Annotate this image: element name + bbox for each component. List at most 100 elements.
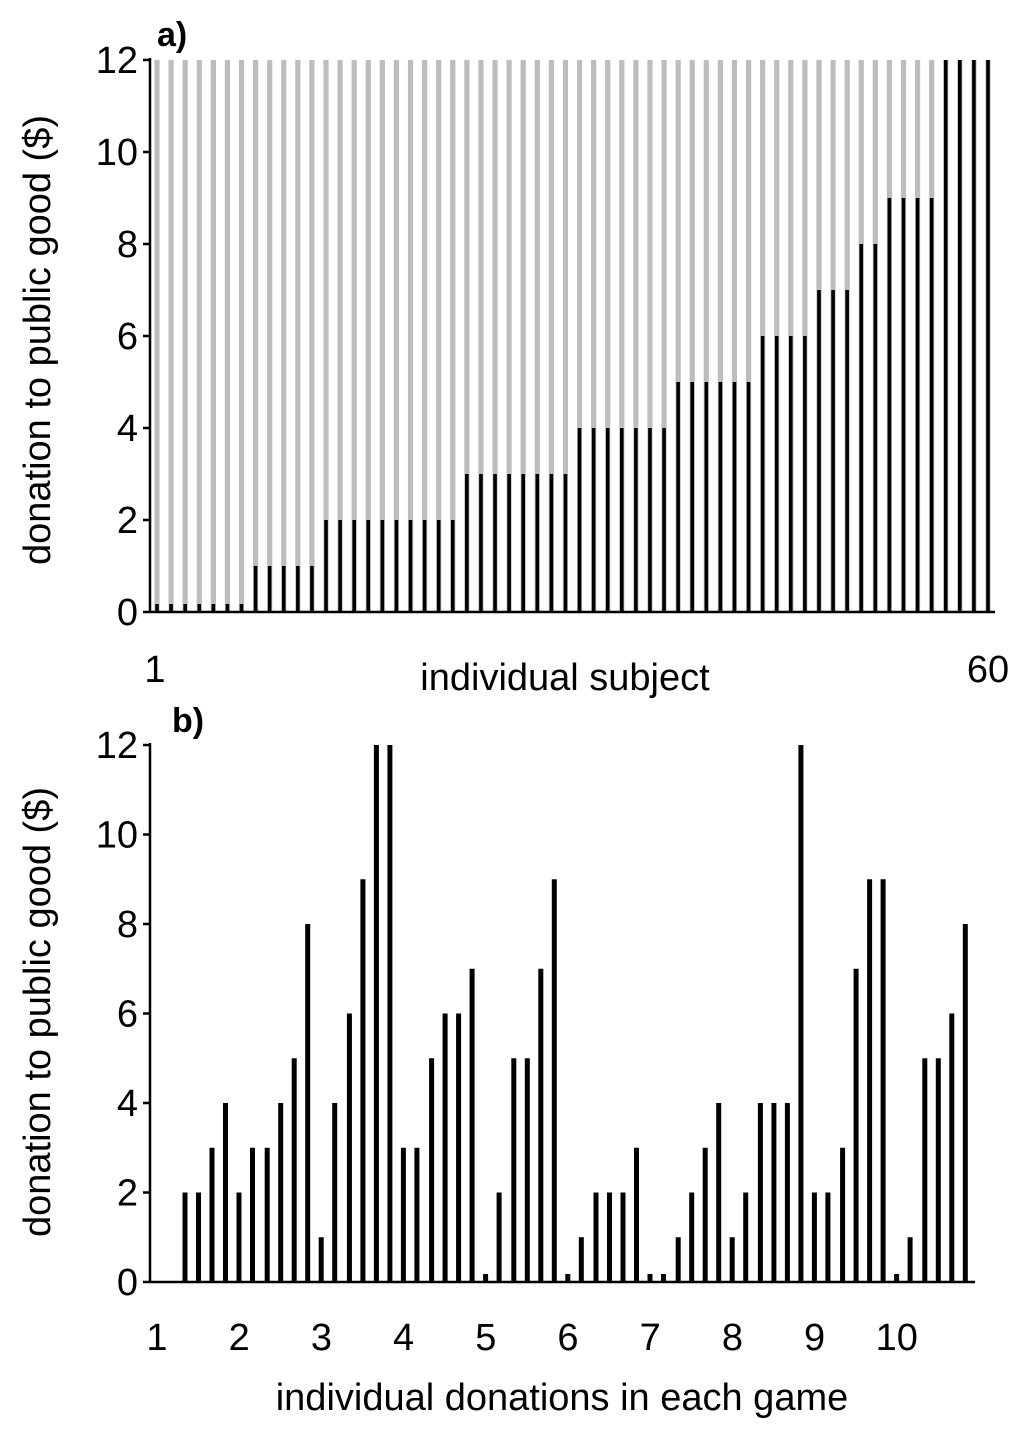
panel-a-donation-bar — [873, 244, 878, 612]
panel-b-bar — [236, 1192, 242, 1282]
panel-a-endowment-bar — [492, 60, 498, 612]
panel-a-donation-bar — [422, 520, 427, 612]
panel-a-y-tick-label: 2 — [117, 500, 138, 542]
panel-b-bar — [620, 1192, 626, 1282]
panel-a-endowment-bar — [548, 60, 554, 612]
panel-b-bar — [291, 1058, 297, 1282]
panel-a-donation-bar — [352, 520, 356, 612]
panel-a-endowment-bar — [196, 60, 202, 612]
panel-b-bar — [511, 1058, 517, 1282]
panel-a-endowment-bar — [520, 60, 526, 612]
panel-b-bar — [305, 924, 311, 1282]
panel-a-endowment-bar — [168, 60, 174, 612]
panel-a-endowment-bar — [605, 60, 611, 612]
panel-b-y-tick-label: 8 — [117, 904, 138, 946]
panel-b-bar — [811, 1192, 817, 1282]
panel-a-donation-bar — [394, 520, 399, 612]
panel-a-donation-bar — [324, 520, 328, 612]
panel-a-endowment-bar — [633, 60, 639, 612]
panel-b-y-tick-label: 10 — [96, 815, 138, 857]
panel-b-bar — [469, 968, 475, 1282]
panel-b-bar — [538, 968, 544, 1282]
panel-a-y-tick-label: 4 — [117, 408, 138, 450]
panel-a-donation-bar — [521, 474, 526, 612]
panel-b-bar — [278, 1103, 284, 1282]
panel-a-endowment-bar — [675, 60, 681, 612]
panel-a-donation-bar — [746, 382, 751, 612]
panel-a-donation-bar — [929, 198, 934, 612]
panel-b-bar — [647, 1274, 653, 1282]
panel-a-donation-bar — [549, 474, 554, 612]
panel-a-endowment-bar — [619, 60, 625, 612]
panel-a-donation-bar — [972, 60, 976, 612]
panel-a-endowment-bar — [576, 60, 583, 612]
panel-a-endowment-bar — [267, 60, 273, 612]
panel-a-endowment-bar — [351, 60, 357, 612]
panel-a-endowment-bar — [309, 60, 315, 612]
panel-a-donation-bar — [380, 520, 385, 612]
panel-a-endowment-bar — [323, 60, 329, 612]
panel-b-bar — [729, 1237, 735, 1282]
panel-a-donation-bar — [803, 336, 807, 612]
panel-a-donation-bar — [408, 520, 413, 612]
panel-b-y-tick-label: 0 — [117, 1262, 138, 1304]
panel-a-donation-bar — [859, 244, 864, 612]
panel-b-bar — [264, 1147, 270, 1282]
panel-a-donation-bar — [887, 198, 892, 612]
panel-a-donation-bar — [296, 566, 300, 612]
panel-b-bar — [743, 1192, 749, 1282]
panel-a-donation-bar — [281, 566, 286, 612]
panel-a-donation-bar — [183, 604, 187, 612]
panel-a-donation-bar — [789, 336, 793, 612]
panel-a-endowment-bar — [591, 60, 597, 612]
panel-b-bar — [442, 1013, 448, 1282]
panel-b-bars — [182, 745, 968, 1282]
panel-b-bar — [182, 1192, 188, 1282]
panel-a-endowment-bar — [562, 60, 569, 612]
panel-a-donation-bar — [901, 198, 906, 612]
panel-b-bar — [332, 1103, 338, 1282]
panel-b-bar — [223, 1103, 228, 1282]
panel-a-donation-bar — [591, 428, 596, 612]
panel-b-bar — [922, 1058, 928, 1282]
panel-b-y-tick-label: 2 — [117, 1173, 138, 1215]
panel-b-bar — [373, 745, 379, 1282]
panel-b-bar — [675, 1237, 681, 1282]
panel-a-donation-bar — [211, 604, 216, 612]
panel-a-endowment-bar — [407, 60, 414, 612]
panel-a-endowment-bar — [182, 60, 188, 612]
panel-b-x-tick-label: 1 — [146, 1317, 167, 1359]
panel-a-donation-bar — [465, 474, 469, 612]
panel-b-bar — [593, 1192, 599, 1282]
panel-b-bar — [894, 1274, 900, 1282]
panel-b-bar — [524, 1058, 530, 1282]
panel-b-y-tick-label: 12 — [96, 725, 138, 767]
panel-a-endowment-bar — [717, 60, 723, 612]
panel-a-endowment-bar — [703, 60, 709, 612]
panel-b-bar — [607, 1192, 612, 1282]
panel-a-donation-bar — [690, 382, 695, 612]
panel-b-bar — [935, 1058, 941, 1282]
panel-a-donation-bar — [310, 566, 314, 612]
panel-a-y-axis-label: donation to public good ($) — [17, 115, 59, 565]
panel-a-donation-bar — [634, 428, 638, 612]
panel-b-bar — [414, 1147, 420, 1282]
panel-b-bar — [949, 1013, 955, 1282]
panel-a-donation-bar — [915, 198, 920, 612]
panel-b-y-axis-label: donation to public good ($) — [17, 787, 59, 1237]
panel-a-donation-bar — [676, 382, 680, 612]
panel-a-endowment-bar — [450, 60, 456, 612]
panel-b-x-tick-label: 6 — [557, 1317, 578, 1359]
panel-a-donation-bar — [732, 382, 737, 612]
panel-a-y-tick-label: 8 — [117, 224, 138, 266]
panel-a-donation-bar — [479, 474, 483, 612]
panel-b-bar — [250, 1147, 255, 1282]
panel-b-x-tick-label: 9 — [804, 1317, 825, 1359]
panel-b-bar — [456, 1013, 462, 1282]
panel-b-x-tick-label: 4 — [393, 1317, 414, 1359]
panel-b-bar — [825, 1192, 831, 1282]
panel-b-x-tick-label: 3 — [311, 1317, 332, 1359]
panel-a-endowment-bar — [745, 60, 752, 612]
panel-b-bar — [689, 1192, 695, 1282]
